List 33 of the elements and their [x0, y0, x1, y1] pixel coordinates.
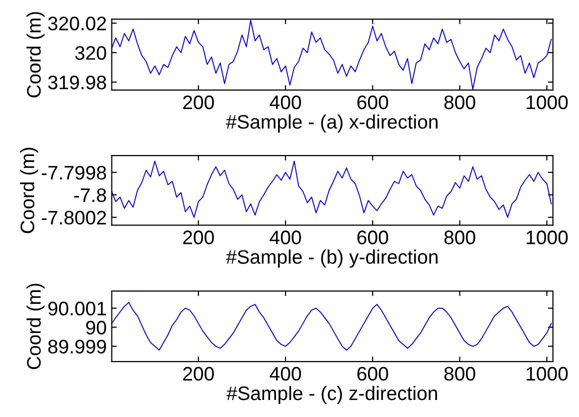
x-tick-label: 800	[444, 95, 476, 110]
x-tick-label: 400	[270, 230, 301, 244]
y-axis-title: Coord (m)	[26, 284, 45, 370]
x-tick-label: 600	[357, 230, 388, 244]
line-series	[112, 20, 552, 90]
y-axis-title: Coord (m)	[20, 148, 38, 234]
x-tick-label: 800	[444, 366, 476, 381]
y-tick-label: -7.8	[74, 188, 106, 202]
y-tick-label: 89.999	[48, 340, 106, 354]
x-tick-label: 800	[444, 230, 476, 244]
x-tick-label: 400	[270, 95, 301, 110]
y-tick-label: 320	[75, 46, 106, 60]
y-tick-label: 90	[86, 320, 106, 334]
x-tick-label: 1000	[526, 230, 568, 244]
x-tick-label: 1000	[526, 95, 568, 110]
y-tick-label: -7.8002	[42, 210, 106, 225]
x-axis-title: #Sample - (c) z-direction	[226, 386, 437, 404]
x-tick-label: 200	[183, 95, 214, 110]
y-axis-title: Coord (m)	[26, 12, 45, 98]
x-tick-label: 200	[183, 366, 214, 381]
x-tick-label: 600	[357, 95, 388, 110]
x-tick-label: 200	[183, 230, 214, 244]
y-tick-label: 90.001	[48, 302, 106, 316]
x-tick-label: 1000	[526, 366, 568, 381]
x-axis-title: #Sample - (b) y-direction	[226, 250, 438, 268]
line-series	[112, 160, 552, 218]
x-tick-label: 400	[270, 366, 301, 381]
y-tick-label: -7.7998	[42, 166, 106, 180]
line-series	[112, 302, 552, 351]
y-tick-label: 320.02	[48, 16, 106, 30]
x-tick-label: 600	[357, 366, 388, 381]
x-axis-title: #Sample - (a) x-direction	[226, 114, 438, 133]
y-tick-label: 319.98	[48, 76, 106, 90]
